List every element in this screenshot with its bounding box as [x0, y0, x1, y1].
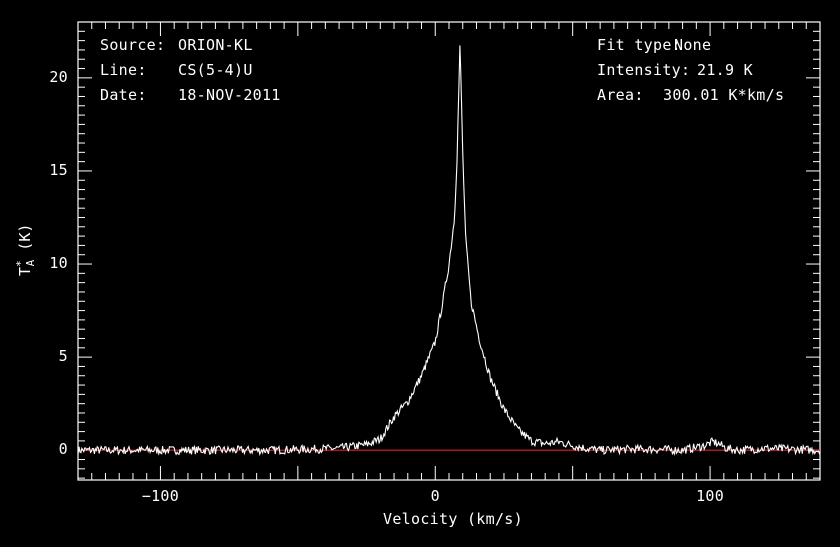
spectrum-line — [77, 45, 821, 457]
date-value: 18-NOV-2011 — [178, 86, 281, 104]
x-axis-label: Velocity (km/s) — [383, 510, 523, 528]
y-axis-label: T*A (K) — [14, 224, 37, 276]
source-label: Source: — [100, 36, 166, 54]
area-label: Area: — [597, 86, 644, 104]
date-label: Date: — [100, 86, 147, 104]
y-axis-label-unit: (K) — [16, 223, 34, 251]
x-tick-label: 0 — [430, 487, 440, 505]
y-tick-label: 15 — [49, 160, 68, 179]
area-value: 300.01 K*km/s — [663, 86, 785, 104]
intensity-value: 21.9 K — [697, 61, 753, 79]
y-axis-label-sub: A — [24, 259, 37, 267]
fit-type-label: Fit type: — [597, 36, 681, 54]
fit-type-value: None — [674, 36, 712, 54]
x-ticks — [77, 22, 821, 480]
y-tick-label: 10 — [49, 254, 68, 273]
intensity-label: Intensity: — [597, 61, 691, 79]
y-tick-label: 20 — [49, 67, 68, 86]
y-tick-label: 0 — [58, 440, 68, 459]
y-axis-label-main: T — [16, 266, 34, 276]
line-value: CS(5-4)U — [178, 61, 253, 79]
line-label: Line: — [100, 61, 147, 79]
y-tick-label: 5 — [58, 347, 68, 366]
source-value: ORION-KL — [178, 36, 253, 54]
x-tick-label: 100 — [696, 487, 725, 505]
x-tick-label: −100 — [141, 487, 180, 505]
